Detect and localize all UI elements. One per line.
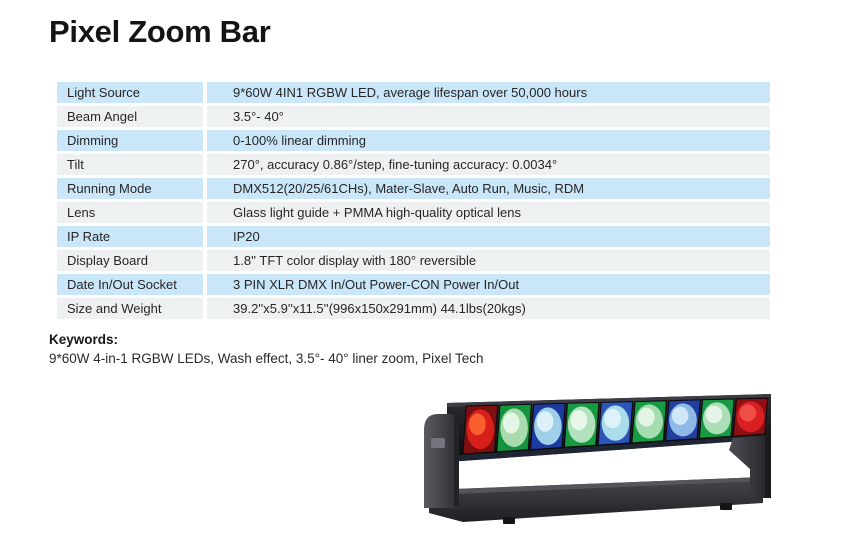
table-row: Beam Angel 3.5°- 40° — [57, 106, 770, 127]
spec-label: IP Rate — [57, 226, 203, 247]
spec-label: Display Board — [57, 250, 203, 271]
base-bar-top-face — [429, 477, 763, 495]
lens-glow — [638, 407, 655, 427]
spec-value: Glass light guide + PMMA high-quality op… — [207, 202, 770, 223]
spec-label: Running Mode — [57, 178, 203, 199]
table-row: Size and Weight 39.2''x5.9''x11.5''(996x… — [57, 298, 770, 319]
spec-value: IP20 — [207, 226, 770, 247]
spec-table: Light Source 9*60W 4IN1 RGBW LED, averag… — [53, 79, 774, 322]
lens-glow — [570, 410, 588, 431]
lens-glow — [604, 408, 621, 429]
keywords-section: Keywords: 9*60W 4-in-1 RGBW LEDs, Wash e… — [49, 330, 483, 368]
foot — [720, 503, 732, 510]
spec-value: 9*60W 4IN1 RGBW LED, average lifespan ov… — [207, 82, 770, 103]
right-arm — [729, 435, 771, 498]
spec-label: Dimming — [57, 130, 203, 151]
table-row: Lens Glass light guide + PMMA high-quali… — [57, 202, 770, 223]
spec-value: 270°, accuracy 0.86°/step, fine-tuning a… — [207, 154, 770, 175]
spec-value: 0-100% linear dimming — [207, 130, 770, 151]
lens-glow — [671, 406, 689, 425]
lens-glow — [705, 405, 723, 424]
left-arm — [424, 414, 459, 508]
table-row: Dimming 0-100% linear dimming — [57, 130, 770, 151]
head-bar-top-edge — [447, 394, 771, 407]
spec-value: 1.8'' TFT color display with 180° revers… — [207, 250, 770, 271]
spec-label: Size and Weight — [57, 298, 203, 319]
spec-label: Beam Angel — [57, 106, 203, 127]
product-photo — [424, 394, 771, 524]
spec-label: Light Source — [57, 82, 203, 103]
spec-value: DMX512(20/25/61CHs), Mater-Slave, Auto R… — [207, 178, 770, 199]
spec-value: 3 PIN XLR DMX In/Out Power-CON Power In/… — [207, 274, 770, 295]
spec-value: 39.2''x5.9''x11.5''(996x150x291mm) 44.1l… — [207, 298, 770, 319]
spec-label: Lens — [57, 202, 203, 223]
table-row: Light Source 9*60W 4IN1 RGBW LED, averag… — [57, 82, 770, 103]
spec-label: Tilt — [57, 154, 203, 175]
foot — [503, 517, 515, 524]
lens-array — [462, 397, 769, 455]
head-bar-bottom-band — [447, 435, 771, 462]
page-title: Pixel Zoom Bar — [49, 14, 271, 49]
brand-badge — [431, 438, 445, 448]
lens-glow — [503, 412, 520, 434]
table-row: Tilt 270°, accuracy 0.86°/step, fine-tun… — [57, 154, 770, 175]
spec-value: 3.5°- 40° — [207, 106, 770, 127]
table-row: IP Rate IP20 — [57, 226, 770, 247]
lens-glow — [469, 413, 486, 436]
spec-label: Date In/Out Socket — [57, 274, 203, 295]
left-arm-edge — [454, 417, 459, 506]
table-row: Running Mode DMX512(20/25/61CHs), Mater-… — [57, 178, 770, 199]
lens-glow — [536, 411, 554, 432]
right-arm-edge — [765, 435, 771, 498]
keywords-text: 9*60W 4-in-1 RGBW LEDs, Wash effect, 3.5… — [49, 351, 484, 366]
keywords-heading: Keywords: — [49, 332, 119, 347]
table-row: Date In/Out Socket 3 PIN XLR DMX In/Out … — [57, 274, 770, 295]
table-row: Display Board 1.8'' TFT color display wi… — [57, 250, 770, 271]
lens-glow — [739, 404, 757, 422]
